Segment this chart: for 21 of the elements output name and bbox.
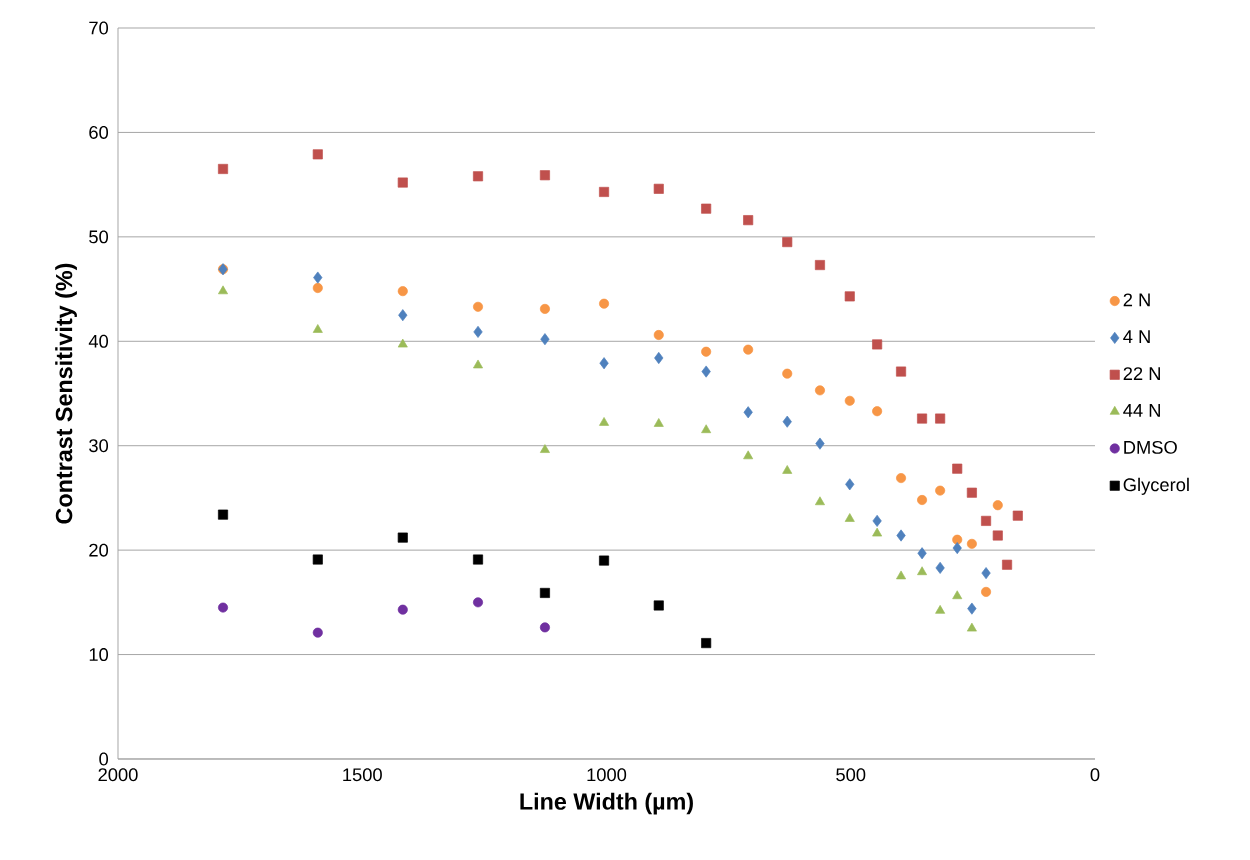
y-tick-label: 40 xyxy=(88,334,109,348)
y-tick-label: 50 xyxy=(89,230,109,244)
x-axis-title: Line Width (µm) xyxy=(520,792,693,815)
legend-label: 2 N xyxy=(1123,293,1150,307)
legend-label: 22 N xyxy=(1123,367,1160,380)
legend-label: 4 N xyxy=(1123,330,1150,343)
x-tick-label: 500 xyxy=(836,768,866,782)
x-tick-label: 2000 xyxy=(98,768,138,782)
y-tick-label: 0 xyxy=(99,752,109,766)
x-tick-label: 1000 xyxy=(587,768,627,782)
y-tick-label: 70 xyxy=(89,21,109,35)
y-tick-label: 20 xyxy=(89,543,109,557)
legend-label: DMSO xyxy=(1124,440,1177,454)
x-tick-label: 1500 xyxy=(343,768,382,782)
y-axis-title: Contrast Sensitivity (%) xyxy=(55,263,77,524)
legend-label: 44 N xyxy=(1123,404,1160,417)
y-tick-label: 10 xyxy=(89,648,109,662)
x-tick-label: 0 xyxy=(1090,768,1100,782)
legend-label: Glycerol xyxy=(1123,477,1189,495)
y-tick-label: 60 xyxy=(89,125,109,139)
y-tick-label: 30 xyxy=(89,439,109,453)
